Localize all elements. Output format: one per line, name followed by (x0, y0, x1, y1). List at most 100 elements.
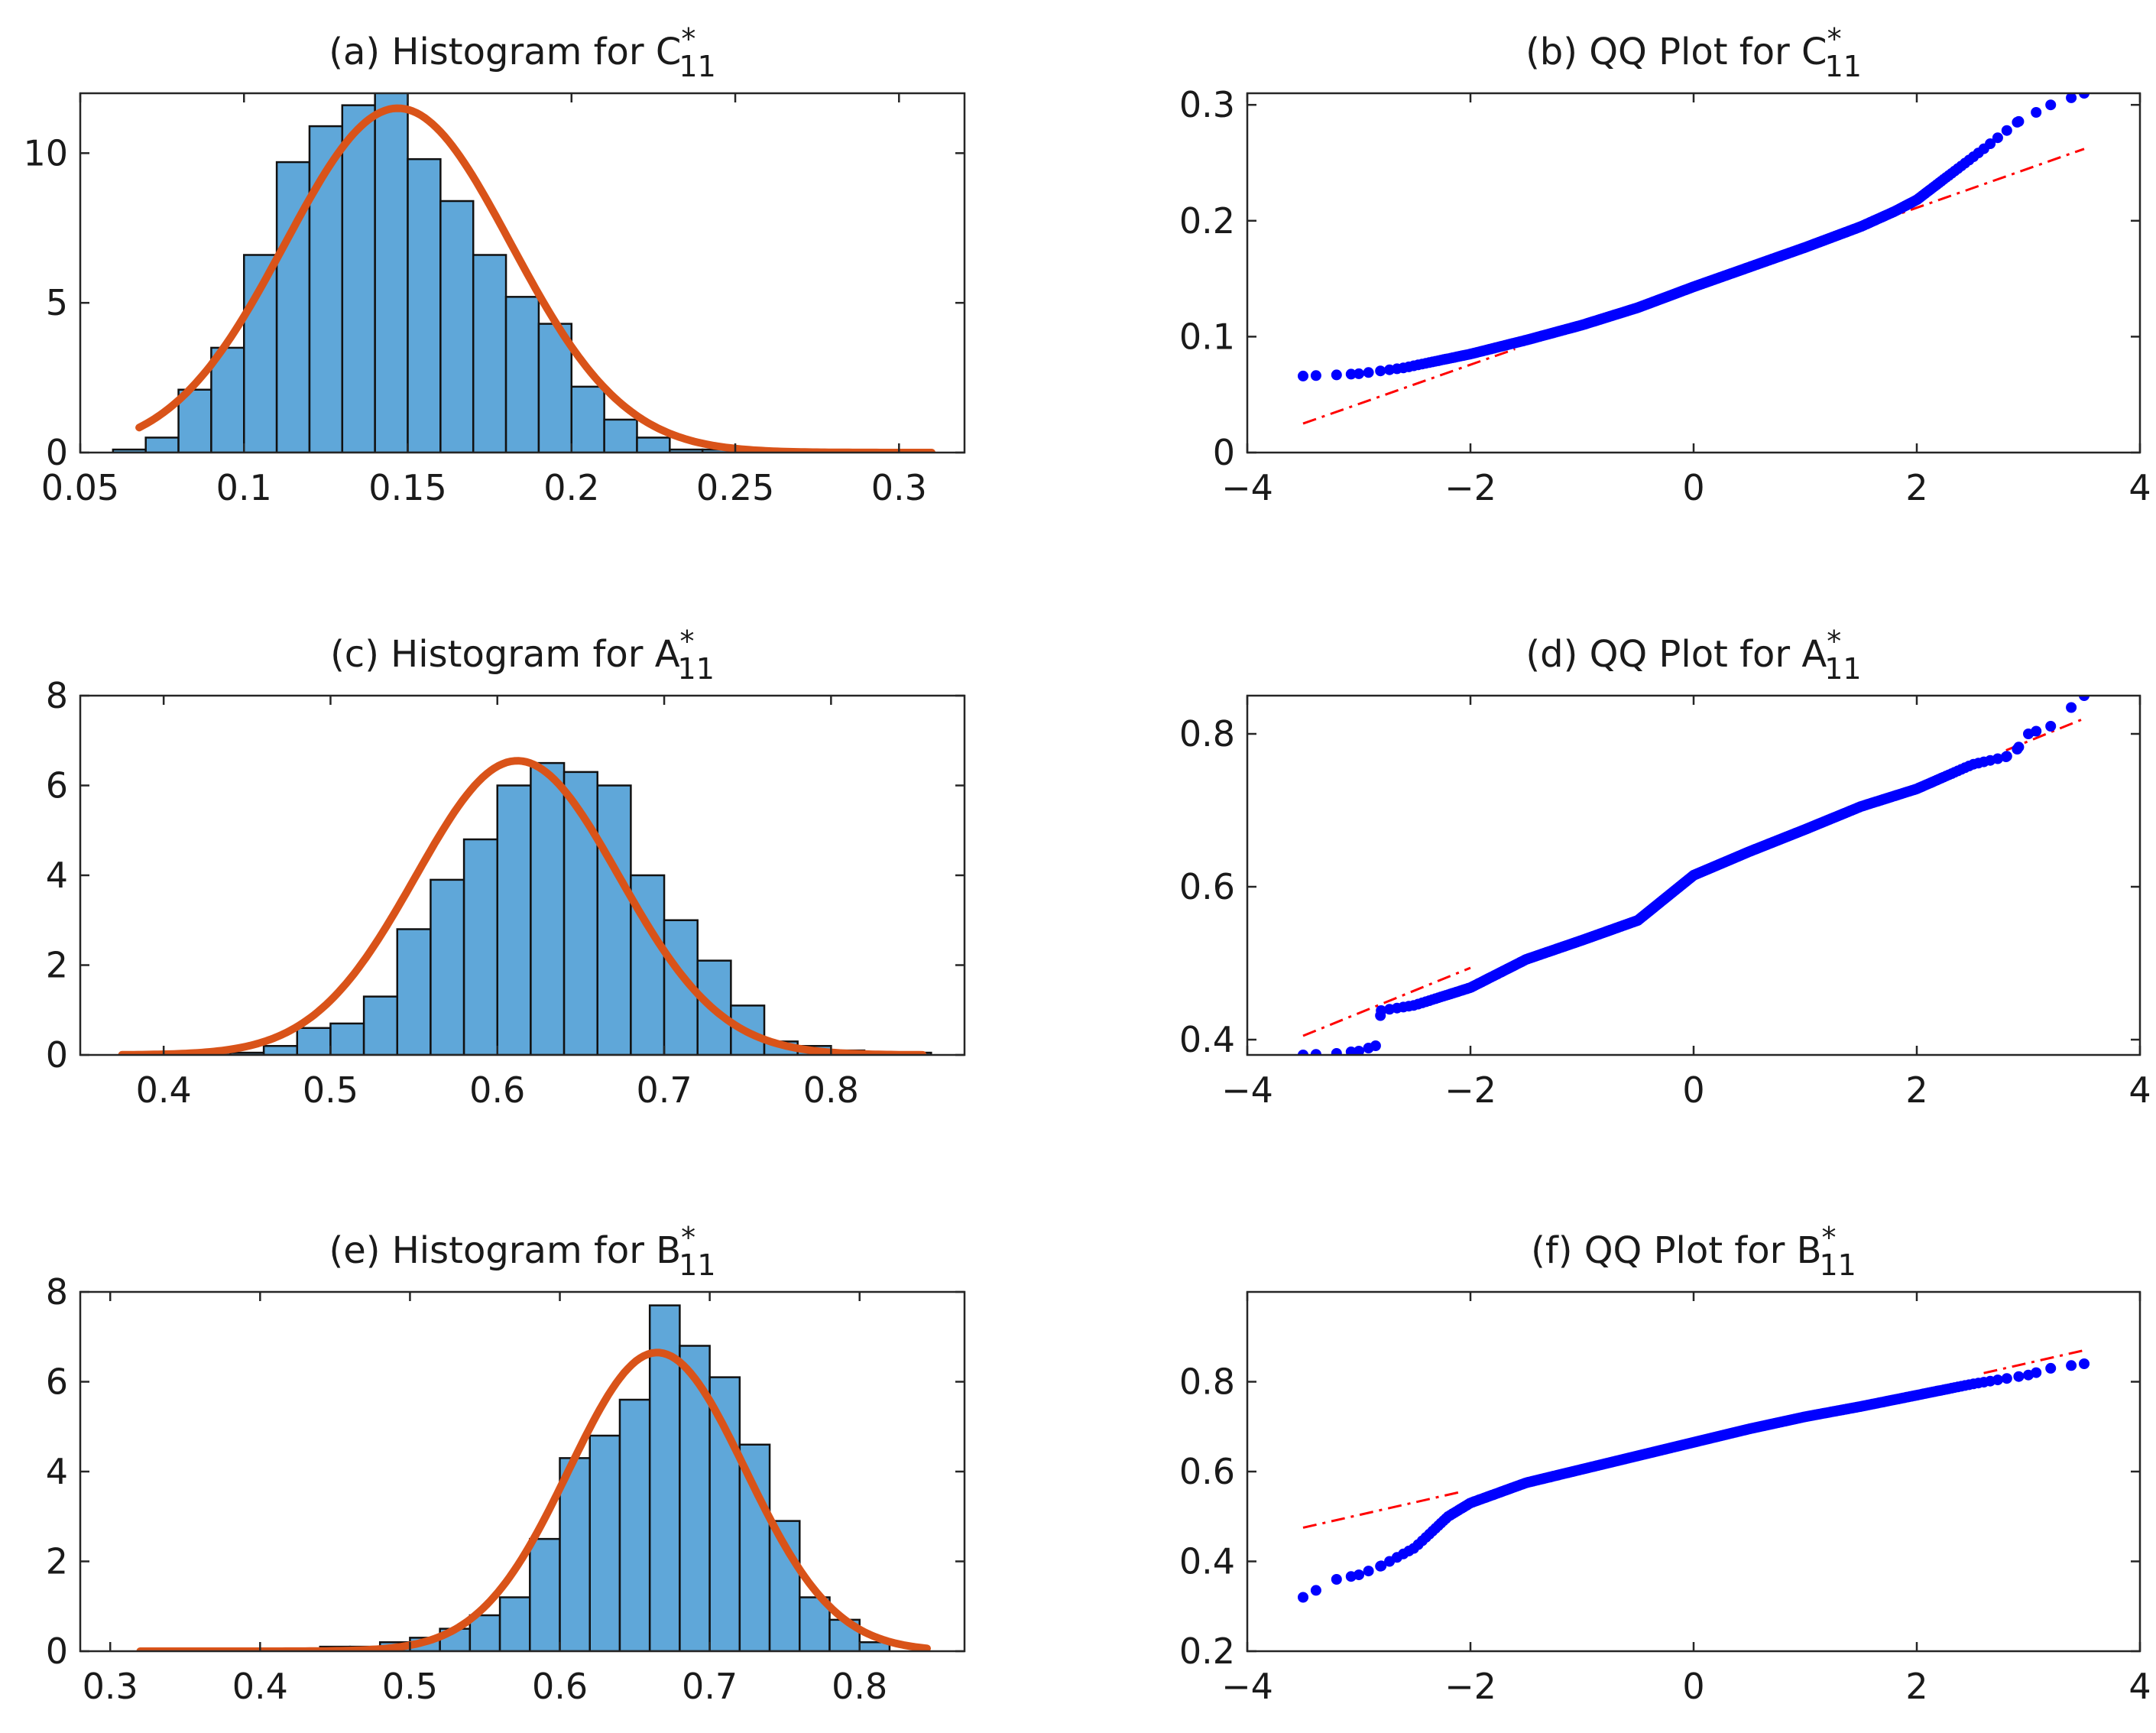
y-tick-label: 0.2 (1179, 200, 1235, 242)
x-tick-label: 0.7 (636, 1069, 692, 1111)
histogram-bar (396, 928, 432, 1055)
histogram-bar (472, 254, 507, 453)
qq-data-points (1298, 696, 2090, 1055)
x-tick-label: −2 (1444, 1666, 1496, 1707)
x-tick-label: −4 (1221, 1666, 1273, 1707)
panel-a-histogram: (a) Histogram for C* 11 0.05 0.1 0.15 0.2 0.2… (23, 22, 966, 508)
y-tick-label: 0.4 (1179, 1541, 1235, 1582)
histogram-bar (738, 1443, 771, 1651)
histogram-bar (636, 436, 671, 453)
qq-data-points (1298, 93, 2090, 381)
histogram-bar (588, 1434, 621, 1651)
x-tick-label: 0 (1682, 1069, 1704, 1111)
y-tick-label: 2 (46, 945, 68, 986)
panel-c-histogram: (c) Histogram for A* 11 0.4 0.5 0.6 0.7 0.8 0 2… (46, 625, 966, 1111)
histogram-bar (530, 761, 566, 1055)
x-tick-label: 0.25 (696, 467, 774, 508)
normal-pdf-line (136, 1348, 931, 1651)
histogram-bar (430, 878, 465, 1055)
y-tick-label: 6 (46, 765, 68, 806)
y-tick-label: 0 (46, 1034, 68, 1076)
x-tick-label: 0.1 (216, 467, 272, 508)
panel-d-qq-plot: (d) QQ Plot for A* 11 −4 −2 0 2 4 0.4 0.6 0.8 (1179, 625, 2151, 1111)
qq-reference-line (1302, 348, 1516, 425)
plot-area (112, 93, 936, 453)
y-tick-label: 0.3 (1179, 84, 1235, 125)
y-tick-label: 0 (46, 432, 68, 473)
y-tick-label: 4 (46, 855, 68, 896)
panel-d-title: (d) QQ Plot for A* 11 (1525, 625, 1861, 686)
qq-data-points (1298, 1358, 2090, 1603)
y-tick-label: 10 (23, 132, 68, 174)
y-tick-label: 8 (46, 675, 68, 716)
x-tick-label: 0.5 (303, 1069, 358, 1111)
histogram-bar (496, 784, 532, 1055)
panel-e-title: (e) Histogram for B* 11 (329, 1221, 715, 1282)
x-tick-label: 0.15 (368, 467, 446, 508)
histogram-bar (374, 93, 409, 453)
qq-reference-line (2005, 717, 2085, 751)
plot-area (1298, 696, 2090, 1055)
y-tick-label: 0.6 (1179, 1451, 1235, 1492)
histogram-bar (462, 838, 499, 1055)
x-tick-label: 0.8 (832, 1666, 887, 1707)
y-tick-label: 0.2 (1179, 1631, 1235, 1672)
histogram-bar (262, 1045, 299, 1055)
histogram-bar (529, 1537, 561, 1651)
plot-area (136, 1304, 931, 1651)
axes-box (1246, 1290, 2141, 1653)
y-tick-label: 8 (46, 1271, 68, 1313)
histogram-bar (708, 1376, 741, 1651)
x-tick-label: 0.2 (543, 467, 599, 508)
histogram-bar (618, 1398, 651, 1651)
x-tick-label: 0 (1682, 467, 1704, 508)
axes-box (79, 92, 966, 454)
histogram-bar (329, 1022, 365, 1055)
y-tick-label: 6 (46, 1361, 68, 1403)
y-tick-label: 0 (1213, 432, 1235, 473)
x-tick-label: 2 (1905, 1666, 1927, 1707)
histogram-bar (341, 104, 376, 453)
x-tick-label: 0.05 (41, 467, 119, 508)
x-tick-label: −2 (1444, 1069, 1496, 1111)
x-tick-label: 0.3 (83, 1666, 138, 1707)
x-tick-label: 4 (2128, 1666, 2151, 1707)
panel-b-qq-plot: (b) QQ Plot for C* 11 −4 −2 0 2 4 0 0.1 0.2 0.3 (1179, 22, 2151, 508)
y-tick-label: 0 (46, 1631, 68, 1672)
panel-e-histogram: (e) Histogram for B* 11 0.3 0.4 0.5 0.6 0.7 0.… (46, 1221, 966, 1707)
x-tick-label: 0.5 (382, 1666, 438, 1707)
qq-reference-line (1302, 1491, 1460, 1529)
x-tick-label: 0.8 (803, 1069, 859, 1111)
y-tick-label: 2 (46, 1541, 68, 1582)
panel-c-title: (c) Histogram for A* 11 (330, 625, 715, 686)
x-tick-label: 4 (2128, 1069, 2151, 1111)
x-tick-label: 2 (1905, 467, 1927, 508)
panel-f-qq-plot: (f) QQ Plot for B* 11 −4 −2 0 2 4 0.2 0.4 0.6 0.8 (1179, 1221, 2151, 1707)
x-tick-label: 2 (1905, 1069, 1927, 1111)
x-tick-label: 0.4 (136, 1069, 192, 1111)
y-tick-label: 0.4 (1179, 1019, 1235, 1060)
x-tick-label: 0 (1682, 1666, 1704, 1707)
histogram-bar (603, 418, 638, 453)
y-tick-label: 0.8 (1179, 713, 1235, 755)
plot-area (1298, 93, 2090, 425)
histogram-bar (504, 296, 540, 453)
histogram-bar (144, 436, 180, 453)
x-tick-label: 4 (2128, 467, 2151, 508)
x-tick-label: −4 (1221, 467, 1273, 508)
histogram-bar (498, 1596, 531, 1651)
panel-a-title: (a) Histogram for C* 11 (329, 22, 716, 83)
y-tick-label: 0.8 (1179, 1361, 1235, 1403)
y-tick-label: 0.1 (1179, 316, 1235, 357)
plot-area (1298, 1348, 2090, 1603)
panel-b-title: (b) QQ Plot for C* 11 (1525, 22, 1862, 83)
histogram-bar (362, 995, 399, 1055)
histogram-bar (439, 200, 475, 453)
qq-reference-line (1983, 1348, 2085, 1374)
y-tick-label: 4 (46, 1451, 68, 1492)
x-tick-label: 0.4 (232, 1666, 288, 1707)
histogram-bar (407, 157, 442, 453)
y-tick-label: 0.6 (1179, 866, 1235, 907)
x-tick-label: −2 (1444, 467, 1496, 508)
